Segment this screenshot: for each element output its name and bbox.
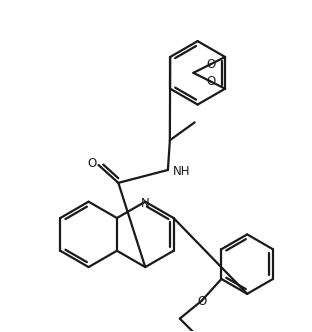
Text: O: O — [206, 58, 216, 71]
Text: N: N — [141, 197, 150, 210]
Text: O: O — [197, 295, 206, 308]
Text: O: O — [206, 75, 216, 88]
Text: O: O — [87, 156, 96, 170]
Text: NH: NH — [173, 165, 190, 178]
